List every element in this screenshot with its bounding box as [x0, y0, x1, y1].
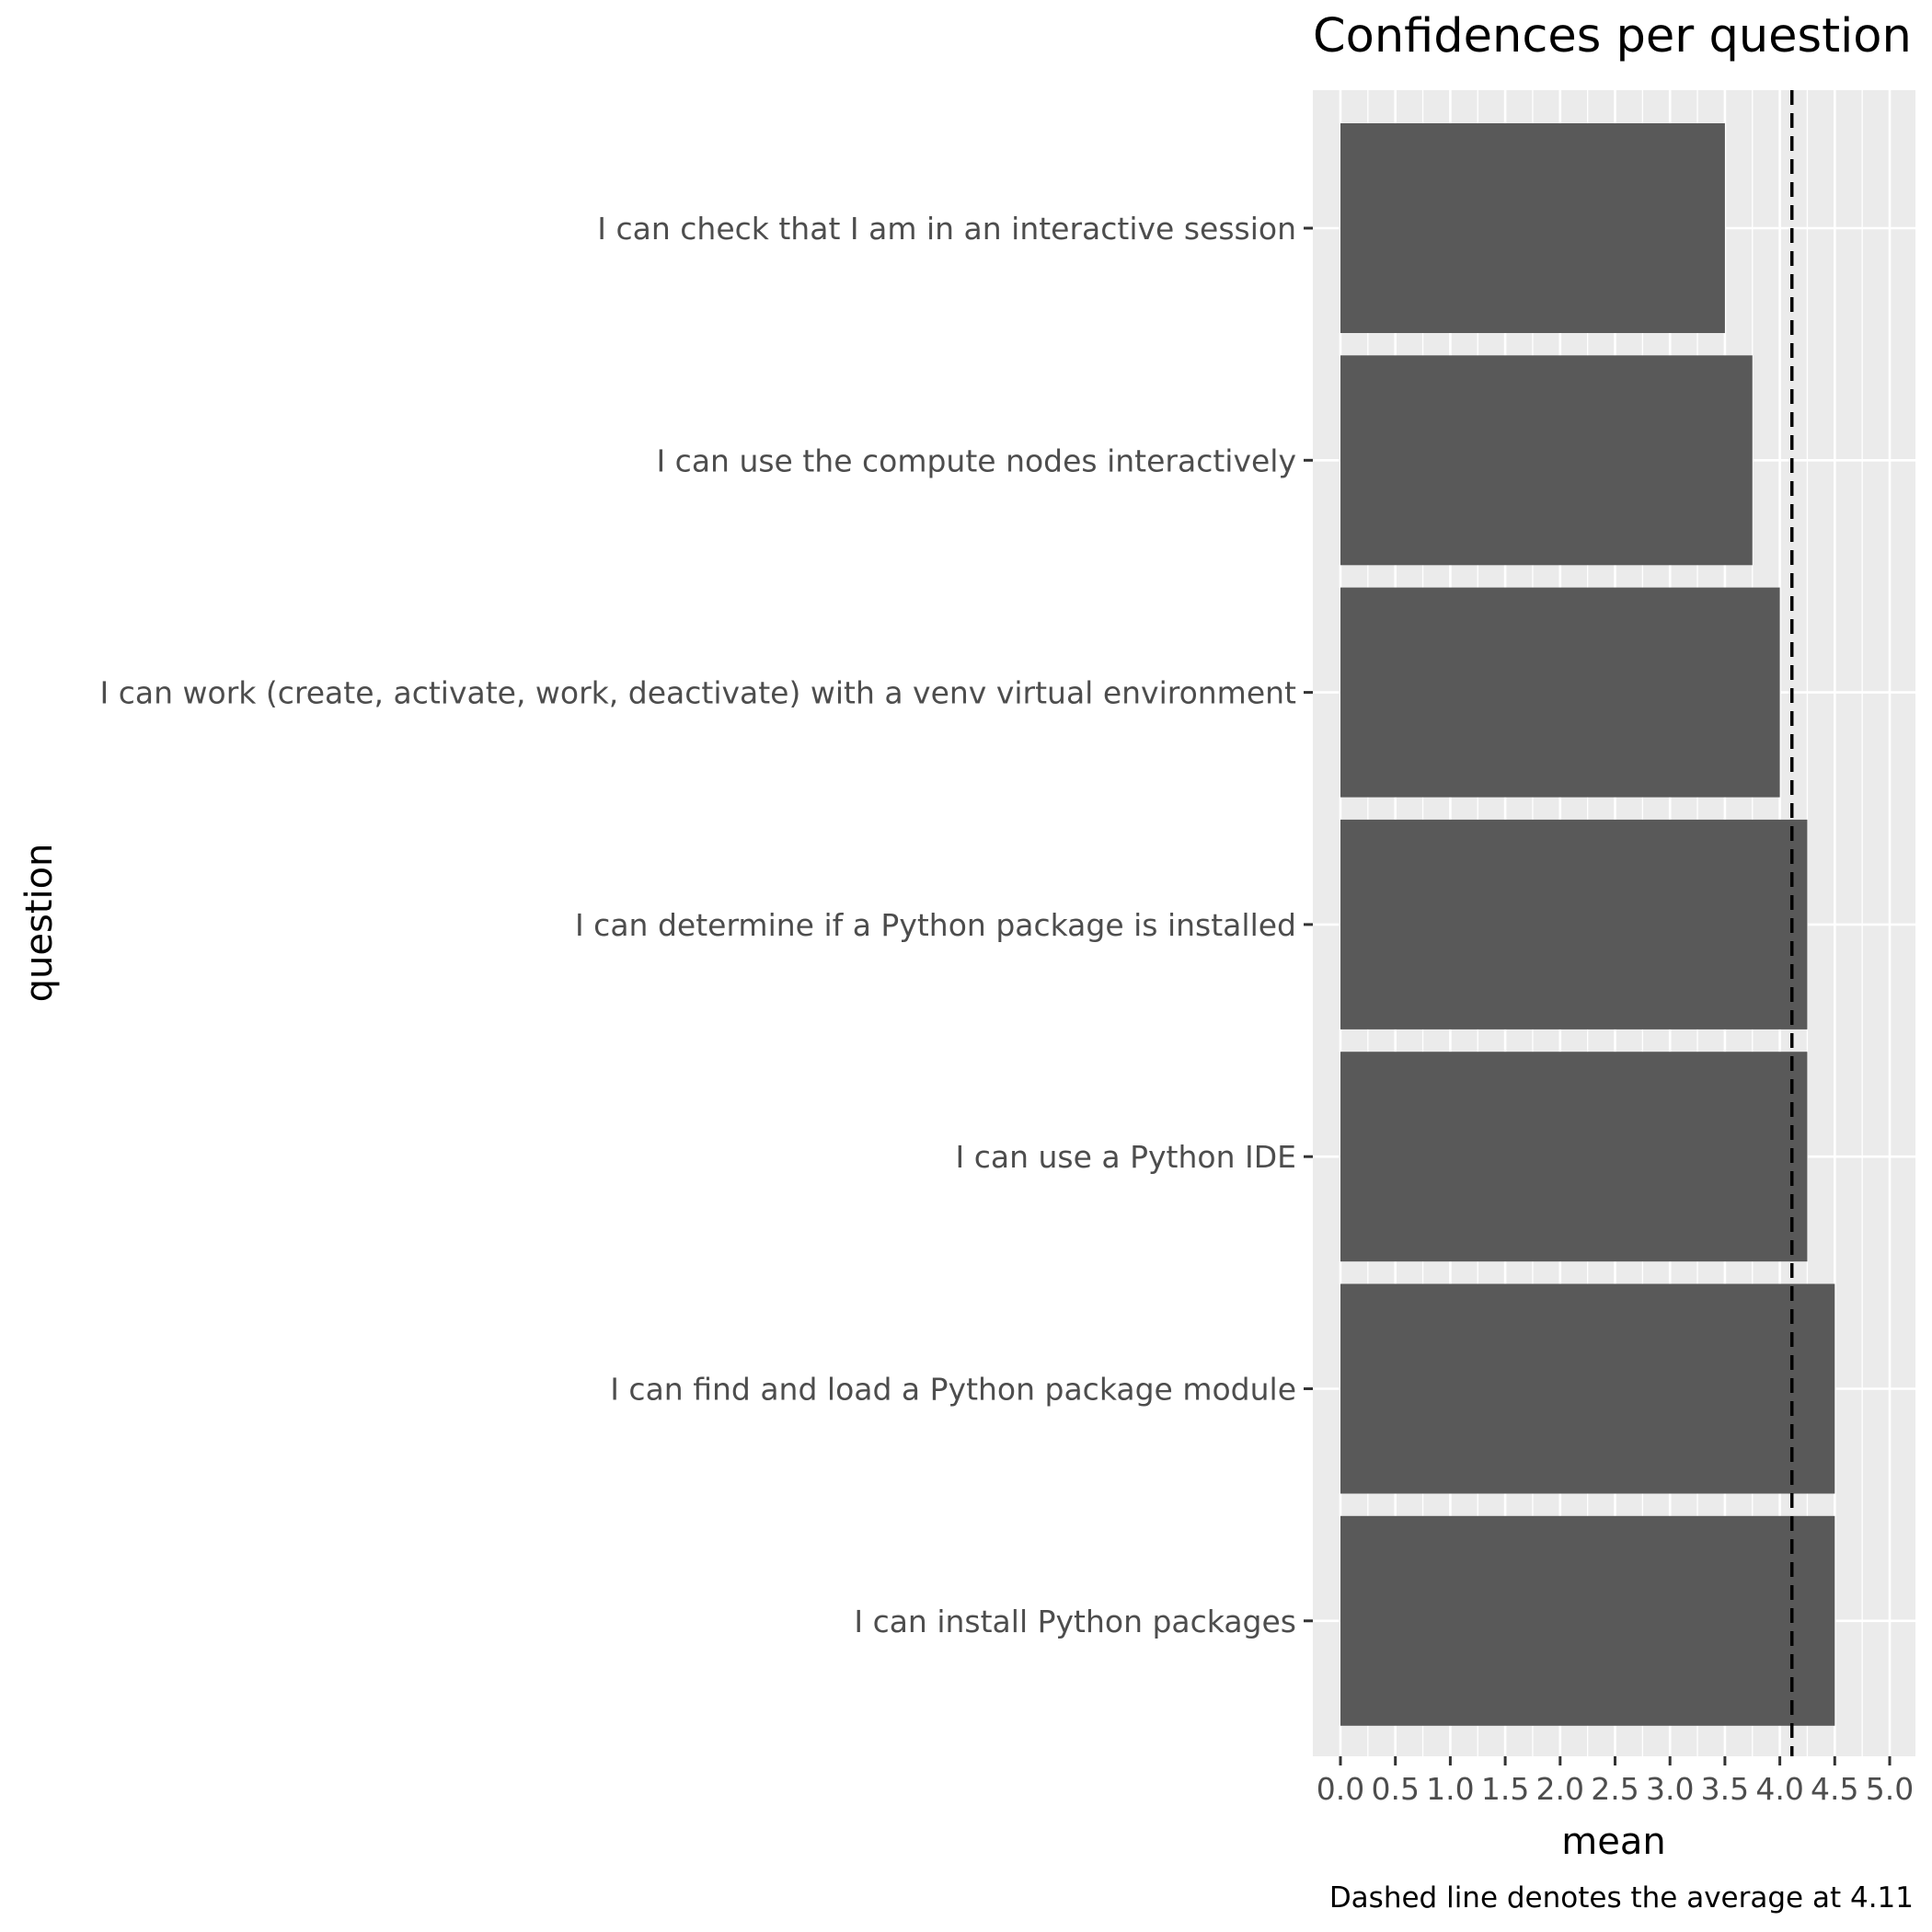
x-tick-label: 3.0: [1646, 1771, 1694, 1807]
x-tick-label: 3.5: [1701, 1771, 1749, 1807]
y-axis-ticks: I can check that I am in an interactive …: [100, 211, 1313, 1639]
y-tick-label: I can find and load a Python package mod…: [610, 1372, 1296, 1408]
bars: [1340, 123, 1835, 1726]
y-axis-label: question: [18, 844, 61, 1003]
bar: [1340, 587, 1780, 798]
x-tick-label: 1.0: [1426, 1771, 1474, 1807]
bar: [1340, 1515, 1835, 1726]
y-tick-label: I can work (create, activate, work, deac…: [100, 675, 1297, 711]
bar: [1340, 1283, 1835, 1494]
y-tick-label: I can check that I am in an interactive …: [597, 211, 1296, 247]
bar: [1340, 1052, 1808, 1262]
x-tick-label: 2.5: [1591, 1771, 1639, 1807]
x-tick-label: 0.5: [1371, 1771, 1419, 1807]
x-tick-label: 4.0: [1755, 1771, 1803, 1807]
x-tick-label: 0.0: [1317, 1771, 1364, 1807]
x-axis-label: mean: [1561, 1821, 1665, 1863]
bar: [1340, 355, 1753, 566]
y-tick-label: I can use a Python IDE: [956, 1139, 1296, 1175]
y-tick-label: I can install Python packages: [854, 1604, 1296, 1639]
chart-title: Confidences per question: [1313, 9, 1912, 63]
chart-caption: Dashed line denotes the average at 4.11: [1329, 1881, 1914, 1915]
y-tick-label: I can use the compute nodes interactivel…: [656, 443, 1296, 478]
x-axis-ticks: 0.0 0.5 1.0 1.5 2.0 2.5 3.0 3.5 4.0 4.5 5.0: [1317, 1756, 1914, 1807]
x-tick-label: 1.5: [1481, 1771, 1529, 1807]
x-tick-label: 5.0: [1866, 1771, 1914, 1807]
bar: [1340, 819, 1808, 1029]
x-tick-label: 2.0: [1536, 1771, 1584, 1807]
bar: [1340, 123, 1725, 333]
x-tick-label: 4.5: [1811, 1771, 1858, 1807]
y-tick-label: I can determine if a Python package is i…: [575, 907, 1296, 943]
